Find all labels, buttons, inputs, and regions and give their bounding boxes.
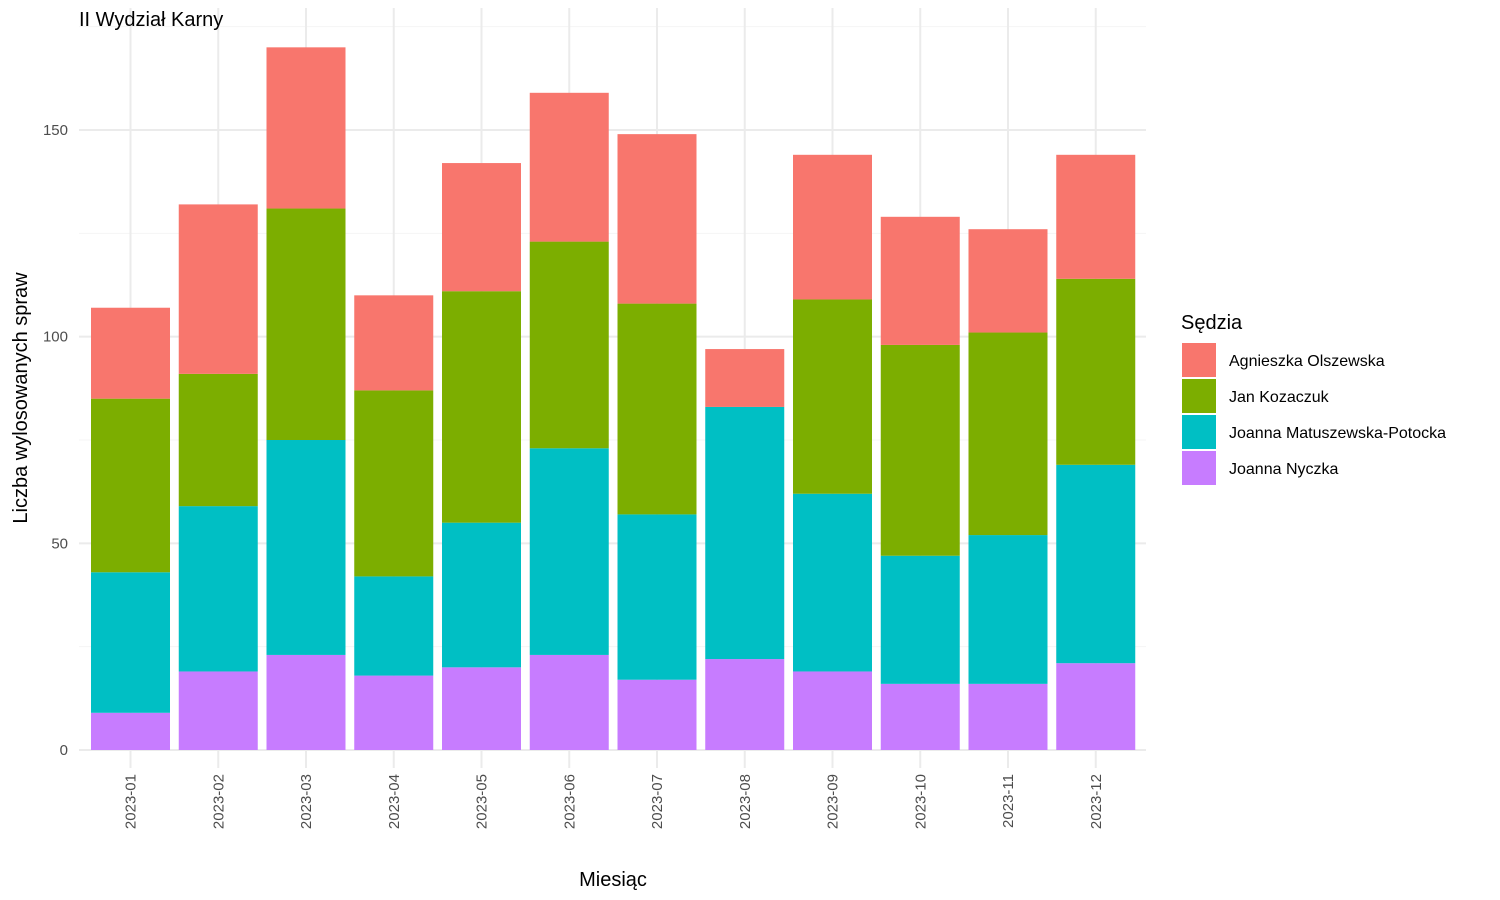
- bar-stack-2023-08: [705, 349, 785, 750]
- bar-segment: [266, 208, 346, 440]
- bar-segment: [880, 216, 960, 345]
- bar-stack-2023-03: [266, 47, 346, 750]
- bar-segment: [1056, 464, 1136, 664]
- legend-label: Joanna Nyczka: [1229, 461, 1338, 478]
- y-tick-label: 100: [43, 329, 68, 346]
- bar-segment: [793, 154, 872, 300]
- bar-segment: [880, 683, 960, 750]
- bar-segment: [793, 671, 872, 750]
- bar-segment: [880, 555, 960, 684]
- legend-item: Joanna Nyczka: [1182, 451, 1338, 485]
- legend-key: [1182, 343, 1216, 377]
- bar-segment: [178, 671, 258, 750]
- bar-segment: [178, 506, 258, 672]
- x-tick-label: 2023-01: [123, 774, 140, 829]
- legend-item: Jan Kozaczuk: [1182, 379, 1330, 413]
- x-tick-label: 2023-12: [1088, 774, 1105, 829]
- bar-segment: [968, 229, 1048, 333]
- bar-segment: [91, 572, 170, 713]
- bar-segment: [705, 406, 785, 660]
- x-tick-label: 2023-08: [737, 774, 754, 829]
- bar-segment: [91, 307, 170, 399]
- bar-segment: [617, 514, 697, 680]
- bar-stack-2023-01: [91, 307, 170, 750]
- bar-stack-2023-12: [1056, 154, 1136, 750]
- bar-segment: [880, 344, 960, 556]
- bar-stack-2023-04: [354, 295, 434, 750]
- bar-segment: [529, 92, 609, 242]
- bar-stack-2023-10: [880, 216, 960, 750]
- bar-segment: [354, 295, 434, 391]
- legend-label: Jan Kozaczuk: [1229, 389, 1330, 406]
- x-axis-title: Miesiąc: [579, 869, 647, 891]
- legend: Sędzia Agnieszka Olszewska Jan Kozaczuk Jo…: [1181, 312, 1446, 485]
- x-tick-label: 2023-10: [912, 774, 929, 829]
- x-tick-label: 2023-06: [561, 774, 578, 829]
- bar-stack-2023-05: [442, 163, 521, 750]
- bar-segment: [354, 675, 434, 750]
- bar-segment: [1056, 663, 1136, 750]
- bar-segment: [266, 440, 346, 655]
- x-axis: 2023-01 2023-02 2023-03 2023-04 2023-05 2023-…: [123, 774, 1105, 829]
- bar-segment: [968, 332, 1048, 536]
- bar-segment: [354, 576, 434, 676]
- x-tick-label: 2023-04: [386, 774, 403, 829]
- legend-key: [1182, 415, 1216, 449]
- bar-segment: [705, 349, 785, 407]
- legend-label: Agnieszka Olszewska: [1229, 353, 1385, 370]
- bar-segment: [354, 390, 434, 577]
- bar-segment: [442, 291, 521, 523]
- legend-item: Agnieszka Olszewska: [1182, 343, 1385, 377]
- x-tick-label: 2023-03: [298, 774, 315, 829]
- bar-segment: [442, 522, 521, 668]
- bar-stack-2023-09: [793, 154, 872, 750]
- bars: [91, 47, 1136, 750]
- y-axis-title: Liczba wylosowanych spraw: [10, 272, 32, 524]
- bar-segment: [1056, 154, 1136, 279]
- bar-segment: [529, 241, 609, 449]
- y-tick-label: 50: [51, 535, 68, 552]
- bar-segment: [793, 299, 872, 494]
- bar-segment: [529, 448, 609, 655]
- legend-key: [1182, 451, 1216, 485]
- y-tick-label: 150: [43, 122, 68, 139]
- bar-segment: [968, 535, 1048, 684]
- bar-stack-2023-07: [617, 134, 697, 750]
- bar-stack-2023-06: [529, 92, 609, 750]
- x-tick-label: 2023-02: [210, 774, 227, 829]
- bar-segment: [1056, 278, 1136, 465]
- legend-label: Joanna Matuszewska-Potocka: [1229, 425, 1446, 442]
- legend-title: Sędzia: [1181, 312, 1243, 334]
- bar-segment: [178, 373, 258, 507]
- bar-stack-2023-02: [178, 204, 258, 750]
- bar-segment: [266, 654, 346, 750]
- x-tick-label: 2023-05: [474, 774, 491, 829]
- x-tick-label: 2023-11: [1000, 774, 1017, 828]
- bar-stack-2023-11: [968, 229, 1048, 750]
- chart-title: II Wydział Karny: [79, 9, 223, 31]
- bar-segment: [266, 47, 346, 209]
- bar-segment: [529, 654, 609, 750]
- legend-item: Joanna Matuszewska-Potocka: [1182, 415, 1446, 449]
- bar-segment: [617, 303, 697, 515]
- x-tick-label: 2023-09: [825, 774, 842, 829]
- bar-segment: [617, 679, 697, 750]
- bar-segment: [968, 683, 1048, 750]
- x-tick-label: 2023-07: [649, 774, 666, 829]
- bar-segment: [91, 712, 170, 750]
- bar-segment: [91, 398, 170, 573]
- bar-segment: [617, 134, 697, 304]
- bar-segment: [442, 667, 521, 750]
- bar-segment: [705, 659, 785, 750]
- bar-segment: [793, 493, 872, 672]
- bar-segment: [442, 163, 521, 292]
- legend-key: [1182, 379, 1216, 413]
- y-axis: 0 50 100 150: [43, 122, 68, 759]
- bar-segment: [178, 204, 258, 374]
- y-tick-label: 0: [60, 742, 68, 759]
